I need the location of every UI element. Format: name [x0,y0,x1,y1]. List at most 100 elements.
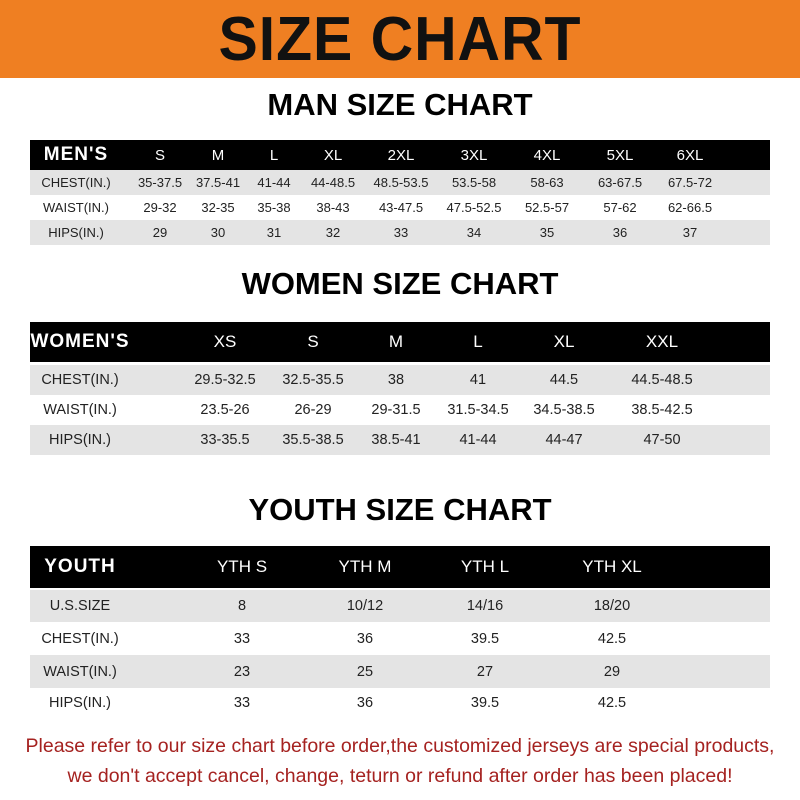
size-header-cell: L [473,332,483,351]
table-cell: 58-63 [530,175,564,190]
table-cell: 36 [356,630,374,647]
row-label: HIPS(IN.) [48,695,112,711]
table-cell: 33 [393,225,409,240]
table-row: WAIST(IN.) 29-32 32-35 35-38 38-43 43-47.5 47.… [30,195,770,220]
table-cell: 38-43 [316,200,350,215]
row-label: CHEST(IN.) [41,630,119,647]
table-cell: 32-35 [201,200,235,215]
row-label: CHEST(IN.) [41,175,111,190]
youth-title: YOUTH SIZE CHART [248,492,552,527]
table-cell: 57-62 [603,200,637,215]
table-cell: 36 [612,225,628,240]
size-header-cell: M [388,332,404,351]
table-cell: 34.5-38.5 [533,402,595,418]
size-header-cell: S [154,146,166,164]
row-label: CHEST(IN.) [41,372,119,388]
table-cell: 18/20 [593,598,631,614]
table-cell: 67.5-72 [667,175,713,190]
table-cell: 29-32 [143,200,177,215]
table-title-cell: MEN'S [43,144,109,165]
table-row: CHEST(IN.) 29.5-32.5 32.5-35.5 38 41 44.5 44.5… [30,365,770,395]
table-cell: 35-38 [257,200,291,215]
table-row: WAIST(IN.) 23 25 27 29 [30,655,770,688]
table-title-cell: WOMEN'S [30,331,130,352]
table-cell: 10/12 [346,598,384,614]
size-header-cell: XL [553,332,575,351]
table-cell: 41-44 [459,432,497,448]
table-cell: 39.5 [470,630,500,647]
header-row: MEN'S S M L XL 2XL 3XL 4XL 5XL 6XL [30,140,770,170]
table-cell: 39.5 [470,695,500,711]
notice-line-2: we don't accept cancel, change, teturn o… [67,765,733,787]
size-header-cell: 2XL [387,146,415,164]
table-cell: 38.5-41 [371,432,421,448]
table-cell: 29 [603,663,621,680]
table-cell: 8 [237,598,247,614]
size-header-cell: YTH XL [582,557,642,576]
size-header-cell: M [211,146,225,164]
table-cell: 14/16 [466,598,504,614]
table-cell: 35.5-38.5 [282,432,344,448]
size-header-cell: YTH S [216,557,268,576]
table-row: WAIST(IN.) 23.5-26 26-29 29-31.5 31.5-34.5 34… [30,395,770,425]
row-label: WAIST(IN.) [43,663,117,680]
size-header-cell: XS [213,332,237,351]
table-cell: 29 [152,225,168,240]
table-cell: 41 [469,372,487,388]
table-cell: 29.5-32.5 [194,372,256,388]
table-row: CHEST(IN.) 33 36 39.5 42.5 [30,622,770,655]
table-cell: 23 [233,663,251,680]
table-cell: 47.5-52.5 [446,200,502,215]
table-cell: 32 [325,225,341,240]
table-cell: 34 [466,225,482,240]
table-cell: 52.5-57 [524,200,570,215]
table-cell: 29-31.5 [371,402,421,418]
table-row: U.S.SIZE 8 10/12 14/16 18/20 [30,590,770,622]
table-cell: 35-37.5 [137,175,183,190]
size-header-cell: XL [323,146,343,164]
size-header-cell: 4XL [533,146,561,164]
size-header-cell: 6XL [676,146,704,164]
table-row: CHEST(IN.) 35-37.5 37.5-41 41-44 44-48.5 48.5… [30,170,770,195]
header-row: YOUTH YTH S YTH M YTH L YTH XL [30,546,770,588]
table-cell: 26-29 [294,402,332,418]
row-label: HIPS(IN.) [48,432,112,448]
table-cell: 38 [387,372,405,388]
table-cell: 53.5-58 [451,175,497,190]
table-cell: 36 [356,695,374,711]
size-header-cell: XXL [645,332,679,351]
table-cell: 62-66.5 [667,200,713,215]
table-cell: 33 [233,695,251,711]
table-cell: 43-47.5 [378,200,424,215]
table-cell: 30 [210,225,226,240]
row-label: HIPS(IN.) [48,225,104,240]
women-title: WOMEN SIZE CHART [241,266,559,301]
row-label: WAIST(IN.) [43,402,117,418]
table-cell: 42.5 [597,630,627,647]
table-cell: 35 [539,225,555,240]
table-cell: 27 [476,663,494,680]
table-row: HIPS(IN.) 33 36 39.5 42.5 [30,688,770,718]
table-cell: 44.5-48.5 [631,372,693,388]
size-header-cell: YTH L [460,557,510,576]
table-cell: 25 [356,663,374,680]
table-cell: 37 [682,225,698,240]
table-cell: 38.5-42.5 [631,402,693,418]
row-label: WAIST(IN.) [43,200,109,215]
size-header-cell: 3XL [460,146,488,164]
table-cell: 23.5-26 [200,402,250,418]
table-cell: 63-67.5 [597,175,643,190]
table-cell: 44.5 [549,372,579,388]
size-header-cell: YTH M [338,557,392,576]
table-row: HIPS(IN.) 29 30 31 32 33 34 35 36 37 [30,220,770,245]
table-cell: 31 [266,225,282,240]
row-label: U.S.SIZE [49,598,111,614]
table-cell: 31.5-34.5 [447,402,509,418]
size-header-cell: 5XL [606,146,634,164]
banner: SIZE CHART [0,0,800,78]
notice-line-1: Please refer to our size chart before or… [25,735,775,757]
table-cell: 33 [233,630,251,647]
table-cell: 37.5-41 [195,175,241,190]
table-cell: 32.5-35.5 [282,372,344,388]
size-header-cell: S [307,332,319,351]
